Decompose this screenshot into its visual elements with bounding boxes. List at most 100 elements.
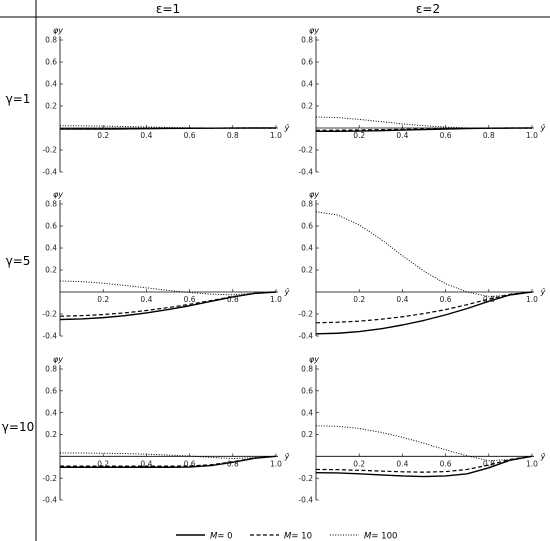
y-tick-label: 0.6 <box>45 387 57 396</box>
x-tick-label: 1.0 <box>526 459 538 468</box>
y-tick-label: 0.6 <box>301 387 313 396</box>
y-tick-label: 0.8 <box>45 200 57 209</box>
y-axis-label: φy <box>53 190 63 199</box>
y-tick-label: 0.4 <box>301 244 313 253</box>
panel-r2-c1: -0.4 -0.2 0.2 0.4 0.6 0.8 0.2 0.4 0.6 0.8 1.0 φy ȳ <box>298 355 545 505</box>
y-tick-label: -0.4 <box>42 168 57 177</box>
y-tick-label: 0.6 <box>45 58 57 67</box>
series-line-dotted <box>315 425 533 462</box>
y-axis-label: φy <box>309 26 319 35</box>
x-axis-label: ȳ <box>540 452 546 461</box>
panel-r0-c1: -0.4 -0.2 0.2 0.4 0.6 0.8 0.2 0.4 0.6 0.8 1.0 φy ȳ <box>298 26 545 177</box>
x-tick-label: 0.8 <box>483 459 495 468</box>
x-tick-label: 0.4 <box>140 295 152 304</box>
y-tick-label: -0.4 <box>298 168 313 177</box>
series-line-dashed <box>315 455 533 473</box>
series-line-dashed <box>60 127 276 130</box>
series-line-solid <box>315 455 533 478</box>
x-tick-label: 0.4 <box>140 459 152 468</box>
y-tick-label: -0.4 <box>42 496 57 505</box>
x-tick-label: 0.6 <box>184 459 196 468</box>
y-tick-label: 0.4 <box>301 80 313 89</box>
x-axis-label: ȳ <box>540 288 546 297</box>
y-tick-label: 0.4 <box>45 244 57 253</box>
y-tick-label: 0.2 <box>301 266 313 275</box>
series-line-solid <box>59 291 277 321</box>
y-axis-label: φy <box>309 190 319 199</box>
y-tick-label: -0.2 <box>42 474 57 483</box>
y-tick-label: 0.2 <box>301 430 313 439</box>
y-tick-label: 0.6 <box>301 58 313 67</box>
y-tick-label: -0.2 <box>42 146 57 155</box>
y-tick-label: -0.4 <box>298 332 313 341</box>
x-axis-label: ȳ <box>284 124 290 133</box>
x-tick-label: 0.2 <box>97 459 109 468</box>
y-tick-label: 0.4 <box>301 408 313 417</box>
panel-r1-c1: -0.4 -0.2 0.2 0.4 0.6 0.8 0.2 0.4 0.6 0.8 1.0 φy ȳ <box>298 190 545 341</box>
y-tick-label: 0.4 <box>45 80 57 89</box>
column-header-eps2: ε=2 <box>416 2 440 16</box>
x-tick-label: 0.2 <box>353 131 365 140</box>
series-line-dashed <box>60 455 277 467</box>
y-axis-label: φy <box>53 26 63 35</box>
x-tick-label: 0.2 <box>97 295 109 304</box>
series-line-dashed <box>59 291 277 317</box>
panel-r1-c0: -0.4 -0.2 0.2 0.4 0.6 0.8 0.2 0.4 0.6 0.8 1.0 φy ȳ <box>42 190 289 341</box>
series-line-solid <box>315 291 533 335</box>
x-axis-label: ȳ <box>540 124 546 133</box>
y-tick-label: -0.2 <box>298 310 313 319</box>
x-tick-label: 0.8 <box>227 295 239 304</box>
y-tick-label: 0.6 <box>301 222 313 231</box>
x-tick-label: 0.6 <box>440 131 452 140</box>
y-tick-label: 0.8 <box>45 365 57 374</box>
y-tick-label: 0.2 <box>45 102 57 111</box>
x-tick-label: 0.6 <box>184 295 196 304</box>
x-tick-label: 0.2 <box>97 131 109 140</box>
y-tick-label: -0.4 <box>42 332 57 341</box>
legend-label-m10: M= 10 <box>284 532 312 541</box>
y-axis-label: φy <box>309 355 319 364</box>
x-tick-label: 0.8 <box>483 131 495 140</box>
x-tick-label: 0.4 <box>396 459 408 468</box>
x-tick-label: 0.4 <box>140 131 152 140</box>
legend-label-m100: M= 100 <box>364 532 397 541</box>
x-tick-label: 0.2 <box>353 295 365 304</box>
x-tick-label: 1.0 <box>270 295 282 304</box>
y-tick-label: 0.8 <box>301 365 313 374</box>
row-header-gamma1: γ=1 <box>6 92 31 106</box>
x-tick-label: 1.0 <box>270 459 282 468</box>
x-tick-label: 0.8 <box>227 459 239 468</box>
x-tick-label: 0.6 <box>184 131 196 140</box>
x-tick-label: 1.0 <box>526 131 538 140</box>
y-tick-label: 0.2 <box>301 102 313 111</box>
row-header-gamma5: γ=5 <box>6 254 31 268</box>
series-line-dotted <box>315 211 533 297</box>
x-tick-label: 0.2 <box>353 459 365 468</box>
series-line-dotted <box>60 452 277 460</box>
x-tick-label: 1.0 <box>270 131 282 140</box>
panels-group: -0.4-0.20.20.40.60.80.2 0.4 0.6 0.8 1.0φyȳ-… <box>42 26 545 505</box>
series-line-solid <box>316 127 533 133</box>
x-tick-label: 0.4 <box>396 295 408 304</box>
y-tick-label: -0.2 <box>42 310 57 319</box>
y-tick-label: 0.8 <box>45 36 57 45</box>
series-line-dashed <box>315 291 533 324</box>
y-tick-label: -0.2 <box>298 146 313 155</box>
y-tick-label: 0.2 <box>45 266 57 275</box>
y-tick-label: 0.2 <box>45 430 57 439</box>
legend: M= 0 M= 10 M= 100 <box>176 532 397 541</box>
y-tick-label: 0.6 <box>45 222 57 231</box>
y-tick-label: -0.2 <box>298 474 313 483</box>
x-tick-label: 0.8 <box>483 295 495 304</box>
panel-r2-c0: -0.4 -0.2 0.2 0.4 0.6 0.8 0.2 0.4 0.6 0.8 1.0 φy ȳ <box>42 355 289 505</box>
series-line-dashed <box>316 127 532 131</box>
legend-label-m0: M= 0 <box>210 532 233 541</box>
y-tick-label: 0.4 <box>45 408 57 417</box>
series-line-dotted <box>315 116 533 129</box>
row-header-gamma10: γ=10 <box>2 420 34 434</box>
x-tick-label: 0.6 <box>440 295 452 304</box>
x-axis-label: ȳ <box>284 288 290 297</box>
y-axis-label: φy <box>53 355 63 364</box>
series-line-solid <box>60 455 277 468</box>
